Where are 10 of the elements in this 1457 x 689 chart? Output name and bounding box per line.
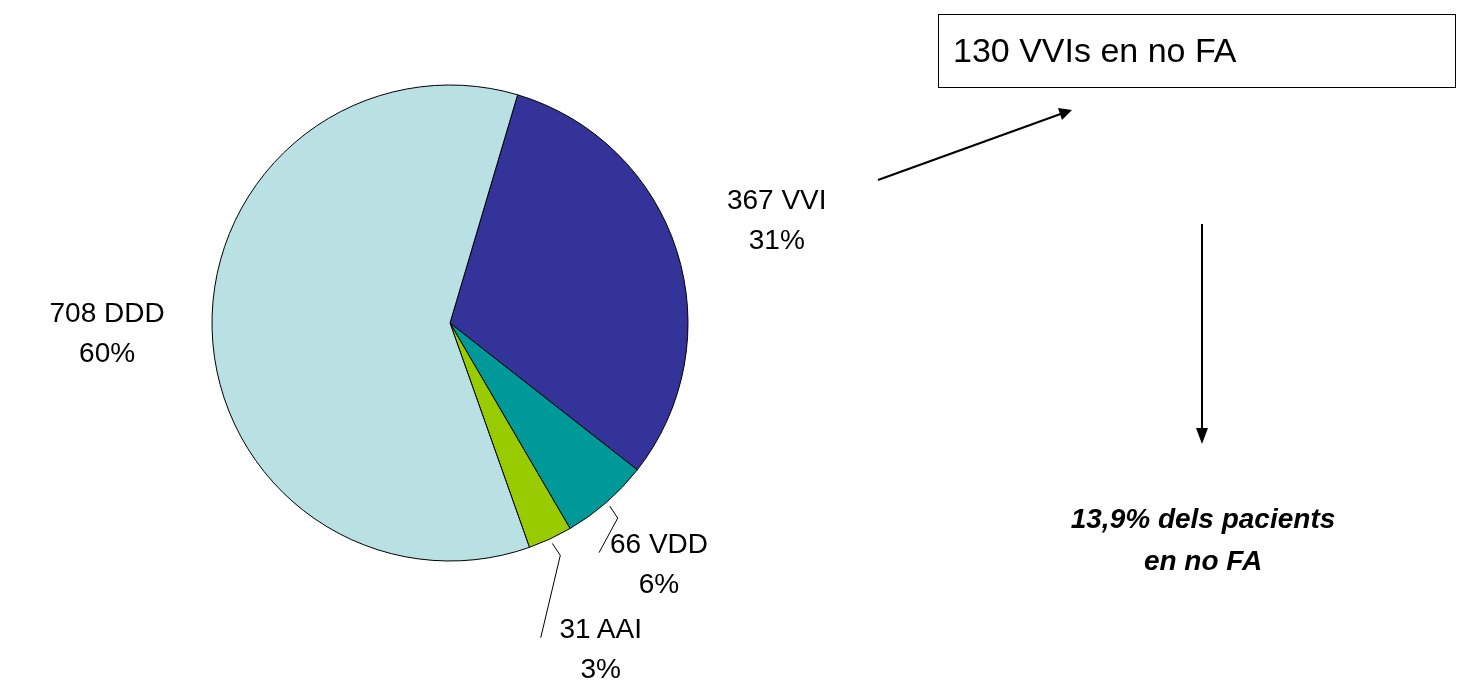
- slice-label: 367 VVI: [726, 183, 827, 215]
- data-label: 6%: [638, 567, 680, 599]
- data-label: 31%: [748, 223, 805, 255]
- data-label: 3%: [580, 652, 621, 684]
- text: 13,9% dels pacients en no FA: [1069, 502, 1337, 578]
- slice-label: 31 AAI: [559, 612, 642, 644]
- text: 130 VVIs en no FA: [938, 14, 1456, 88]
- slice-label: 66 VDD: [610, 527, 709, 559]
- data-label: 60%: [79, 336, 136, 368]
- slice-label: 708 DDD: [49, 296, 165, 328]
